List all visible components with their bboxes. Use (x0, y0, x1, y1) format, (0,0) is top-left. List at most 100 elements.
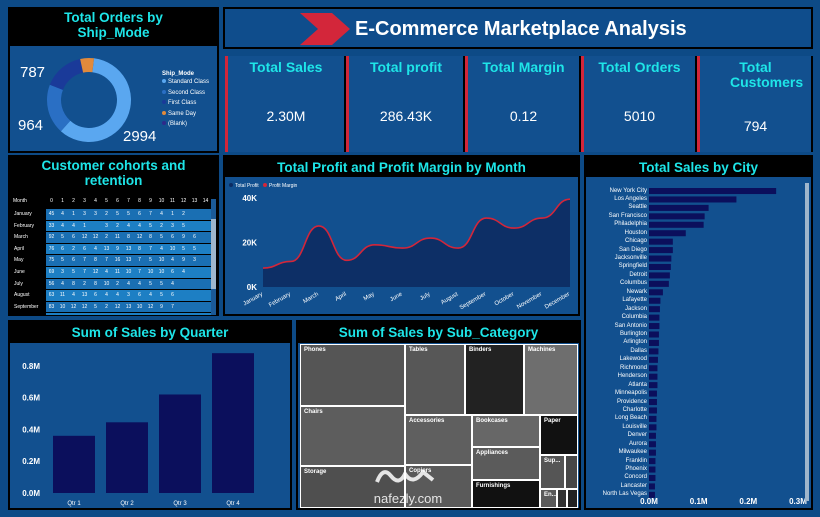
cohort-cell: 8 (94, 280, 97, 287)
x-tick-label: July (419, 292, 431, 303)
legend-item[interactable]: (Blank) (162, 119, 209, 130)
cohort-cell: 2 (105, 211, 108, 217)
cohort-cell: 4 (116, 292, 119, 299)
treemap-copiers[interactable]: Copiers (405, 465, 472, 508)
treemap-bookcases[interactable]: Bookcases (472, 415, 540, 447)
treemap-machines[interactable]: Machines (524, 344, 578, 415)
cohort-month: July (12, 278, 46, 290)
cohort-month: June (12, 267, 46, 278)
x-tick-label: Qtr 4 (226, 501, 240, 507)
treemap-phones[interactable]: Phones (300, 344, 405, 406)
cohort-month: April (12, 243, 46, 255)
cohort-cell: 5 (182, 245, 185, 252)
cohort-cell: 2 (182, 211, 185, 217)
cohort-cell: 4 (105, 269, 108, 275)
treemap-small-a[interactable] (565, 455, 578, 489)
kpi-title: Total Sales (249, 59, 323, 75)
cohort-cell: 3 (94, 211, 97, 217)
x-tick-label: 0.3M (789, 497, 807, 506)
cohort-cell: 10 (136, 303, 143, 310)
ship-mode-legend: Standard Class Second Class First Class Sam… (162, 77, 209, 130)
cohort-cell: 9 (160, 303, 163, 310)
cohort-cell: 5 (134, 313, 145, 315)
cohort-cell: 4 (61, 280, 64, 287)
city-bar (649, 491, 655, 498)
cohort-cell: 7 (138, 269, 141, 275)
cohort-cell: 10 (147, 269, 154, 275)
city-label: Phoenix (625, 466, 647, 473)
donut-label-787: 787 (20, 64, 46, 81)
city-bar (649, 221, 704, 228)
city-label: San Francisco (608, 212, 647, 219)
treemap-small-c[interactable] (567, 489, 578, 508)
cohort-matrix[interactable]: Month 0 1 2 3 4 5 6 7 8 9 10 11 12 13 14 January 45 4 1 3 3 2 5… (12, 197, 212, 315)
cohort-cell: 69 (48, 269, 55, 275)
legend-item[interactable]: First Class (162, 98, 209, 109)
cohort-cell: 6 (83, 245, 86, 252)
cohort-col: 0 (50, 198, 53, 204)
cohort-cell: 9 (116, 245, 119, 252)
legend-label: Second Class (168, 89, 206, 96)
kpi-value: 5010 (623, 108, 656, 124)
treemap-supplies[interactable]: Sup... (540, 455, 565, 489)
cohort-cell: 12 (136, 234, 143, 241)
city-bar (649, 188, 777, 195)
city-bar (649, 255, 672, 262)
cohort-cell: 3 (61, 269, 64, 275)
donut-label-2994: 2994 (123, 128, 157, 145)
legend-swatch (162, 100, 166, 104)
cohort-row: June 69 3 5 7 12 4 11 10 7 10 10 6 4 (12, 267, 212, 278)
cohort-cell: 5 (112, 313, 123, 315)
kpi-total-profit: Total profit 286.43K (346, 56, 465, 152)
ship-mode-panel: Total Orders by Ship_Mode 787 964 2994 S… (8, 7, 219, 153)
cohort-cell: 2 (116, 280, 119, 287)
treemap-envelopes[interactable]: En... (540, 489, 557, 508)
treemap-binders[interactable]: Binders (465, 344, 524, 415)
cohort-cell: 2 (105, 234, 108, 241)
cohort-cell: 45 (48, 211, 55, 217)
legend-item[interactable]: Same Day (162, 109, 209, 120)
cohort-cell: 3 (171, 222, 174, 229)
city-label: Arlington (623, 339, 647, 346)
quarter-chart[interactable]: 0.0M 0.2M 0.4M 0.6M 0.8M Qtr 1 Qtr 2 Qtr 3 Qtr 4 (10, 322, 290, 508)
donut-slice (80, 57, 95, 73)
legend-item[interactable]: Second Class (162, 88, 209, 99)
legend-label: (Blank) (168, 121, 188, 127)
watermark: nafezly.com (373, 462, 443, 506)
treemap-paper[interactable]: Paper (540, 415, 578, 455)
cohort-cell: 5 (123, 313, 134, 315)
cohort-col: 6 (116, 198, 119, 204)
city-label: Detroit (629, 271, 647, 278)
ship-mode-donut[interactable] (46, 57, 132, 143)
treemap-furnishings[interactable]: Furnishings (472, 480, 540, 508)
legend-label: Same Day (168, 110, 197, 117)
kpi-value: 286.43K (379, 108, 433, 124)
legend-item[interactable]: Standard Class (162, 77, 209, 88)
cohort-cell: 1 (171, 211, 174, 217)
y-tick-label: 0K (247, 283, 257, 292)
treemap-chairs[interactable]: Chairs (300, 406, 405, 466)
cohort-cell: 6 (193, 234, 196, 241)
treemap-accessories[interactable]: Accessories (405, 415, 472, 465)
cohort-cell: 3 (145, 313, 156, 315)
cohort-cell: 7 (138, 257, 141, 264)
city-label: Milwaukee (618, 449, 647, 456)
ship-mode-title: Total Orders by Ship_Mode (10, 9, 217, 46)
cohort-cell: 4 (127, 222, 130, 229)
treemap-tables[interactable]: Tables (405, 344, 465, 415)
city-scrollbar[interactable] (805, 183, 809, 501)
cohort-col: 10 (158, 198, 165, 204)
treemap-small-b[interactable] (557, 489, 567, 508)
quarter-bar (159, 394, 201, 493)
cohort-month: August (12, 290, 46, 301)
cohort-cell: 6 (138, 211, 141, 217)
cohort-cell: 56 (48, 280, 55, 287)
cohort-cell: 4 (72, 292, 75, 299)
profit-month-chart[interactable]: Total Profit Profit Margin 0K 20K 40K January… (225, 177, 578, 314)
cohort-header-row: Month 0 1 2 3 4 5 6 7 8 9 10 11 12 13 14 (12, 197, 212, 207)
cohort-scrollbar[interactable] (211, 199, 216, 315)
city-chart[interactable]: 0.0M 0.1M 0.2M 0.3M (586, 157, 811, 508)
profit-margin-line (262, 198, 571, 269)
cohort-cell: 4 (171, 280, 174, 287)
treemap-appliances[interactable]: Appliances (472, 447, 540, 480)
